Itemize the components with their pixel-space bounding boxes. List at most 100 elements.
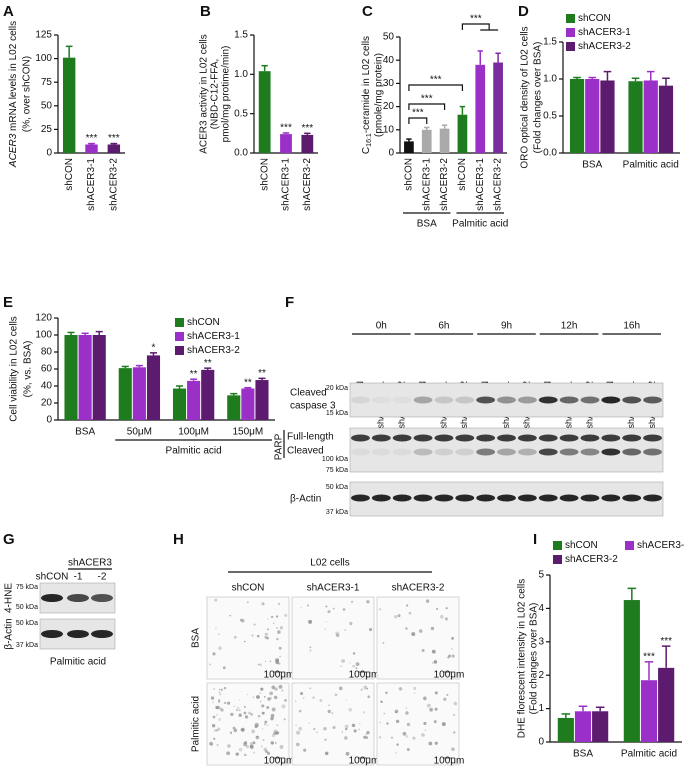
cell [302, 697, 305, 699]
cell [428, 741, 433, 746]
group-label: shACER3 [68, 558, 112, 569]
cell [451, 636, 455, 640]
comparison-label: *** [470, 14, 482, 25]
treatment-label: Palmitic acid [50, 657, 106, 668]
cell [340, 665, 342, 668]
cell [249, 742, 253, 745]
cell [271, 685, 276, 690]
bar [643, 80, 658, 153]
significance: *** [86, 133, 98, 144]
cell [260, 687, 264, 691]
x-tick-label: 150μM [232, 427, 263, 438]
cell [218, 646, 222, 651]
cell [451, 747, 455, 751]
protein-label: β-Actin [4, 618, 15, 649]
bar [628, 81, 643, 153]
cell [312, 696, 315, 699]
cell [425, 599, 430, 603]
cell [279, 626, 283, 630]
cell [256, 695, 260, 699]
cell [229, 614, 232, 617]
cell [418, 629, 423, 633]
cell [243, 640, 246, 643]
cell [264, 723, 266, 726]
cell [252, 741, 256, 745]
cell [342, 608, 346, 611]
lane-label: shCON [36, 572, 69, 583]
legend-swatch [553, 541, 562, 550]
cell [309, 646, 312, 649]
y-axis-label: (Fold changes over BSA) [533, 42, 544, 154]
cell [276, 638, 279, 641]
cell [238, 709, 241, 712]
y-axis-label: (%, over shCON) [22, 56, 33, 132]
legend-label: shCON [187, 317, 220, 328]
bar [404, 141, 414, 153]
cell [266, 751, 271, 755]
cell [281, 689, 284, 691]
cell [441, 722, 446, 726]
cell [309, 649, 312, 652]
cell [253, 623, 256, 626]
cell [256, 724, 260, 727]
cell [332, 607, 335, 610]
cell [270, 615, 274, 619]
legend-label: shACER3-2 [578, 41, 631, 52]
y-axis-label-part: ACER3 [8, 133, 19, 168]
column-label: shACER3-1 [307, 583, 360, 594]
cell [275, 658, 280, 663]
cell [295, 742, 300, 747]
kda-marker: 37 kDa [326, 509, 348, 516]
cell [261, 728, 264, 730]
cell [325, 605, 328, 608]
cell [430, 626, 435, 631]
cell [220, 708, 224, 712]
blot-band [434, 396, 454, 404]
x-tick-label: shACER3-2 [302, 158, 313, 211]
cell [236, 709, 238, 712]
bar [457, 114, 468, 153]
bar [623, 600, 640, 742]
blot-band [476, 494, 496, 502]
x-tick-label: BSA [573, 749, 593, 760]
blot-band [371, 396, 391, 404]
y-tick-label: 100 [35, 330, 52, 341]
y-tick-label: 120 [35, 313, 52, 324]
cell [276, 724, 279, 726]
panel-letter: D [518, 3, 529, 20]
cell [335, 631, 340, 636]
y-axis-label: C16:1-ceramide in L02 cells [361, 36, 374, 154]
cell [277, 630, 281, 634]
cell [336, 633, 340, 638]
significance: *** [108, 133, 120, 144]
cell [281, 704, 286, 709]
x-tick-label: Palmitic acid [621, 749, 677, 760]
y-axis-label: (%, vs. BSA) [23, 341, 34, 398]
legend-label: shACER3-2 [187, 345, 240, 356]
bar [493, 62, 503, 153]
y-tick-label: 0 [46, 148, 52, 159]
blot-band [580, 494, 600, 502]
cell [344, 629, 346, 631]
cell [252, 696, 255, 699]
cell [270, 697, 272, 699]
cell [243, 711, 247, 715]
cell [214, 598, 218, 602]
y-tick-label: 0 [46, 415, 52, 426]
cell [362, 711, 366, 714]
blot-band [455, 396, 475, 404]
cell [405, 735, 409, 738]
cell [367, 695, 371, 699]
blot-band [371, 494, 391, 502]
blot-band [41, 594, 63, 602]
cell [233, 705, 235, 707]
bar [201, 369, 215, 420]
legend-label: shACER3-1 [578, 27, 631, 38]
blot-band [622, 396, 642, 404]
blot-band [434, 448, 454, 456]
comparison-bracket [461, 23, 490, 30]
blot-band [622, 494, 642, 502]
cell [283, 718, 286, 721]
legend-swatch [175, 318, 184, 327]
cell [334, 693, 338, 697]
